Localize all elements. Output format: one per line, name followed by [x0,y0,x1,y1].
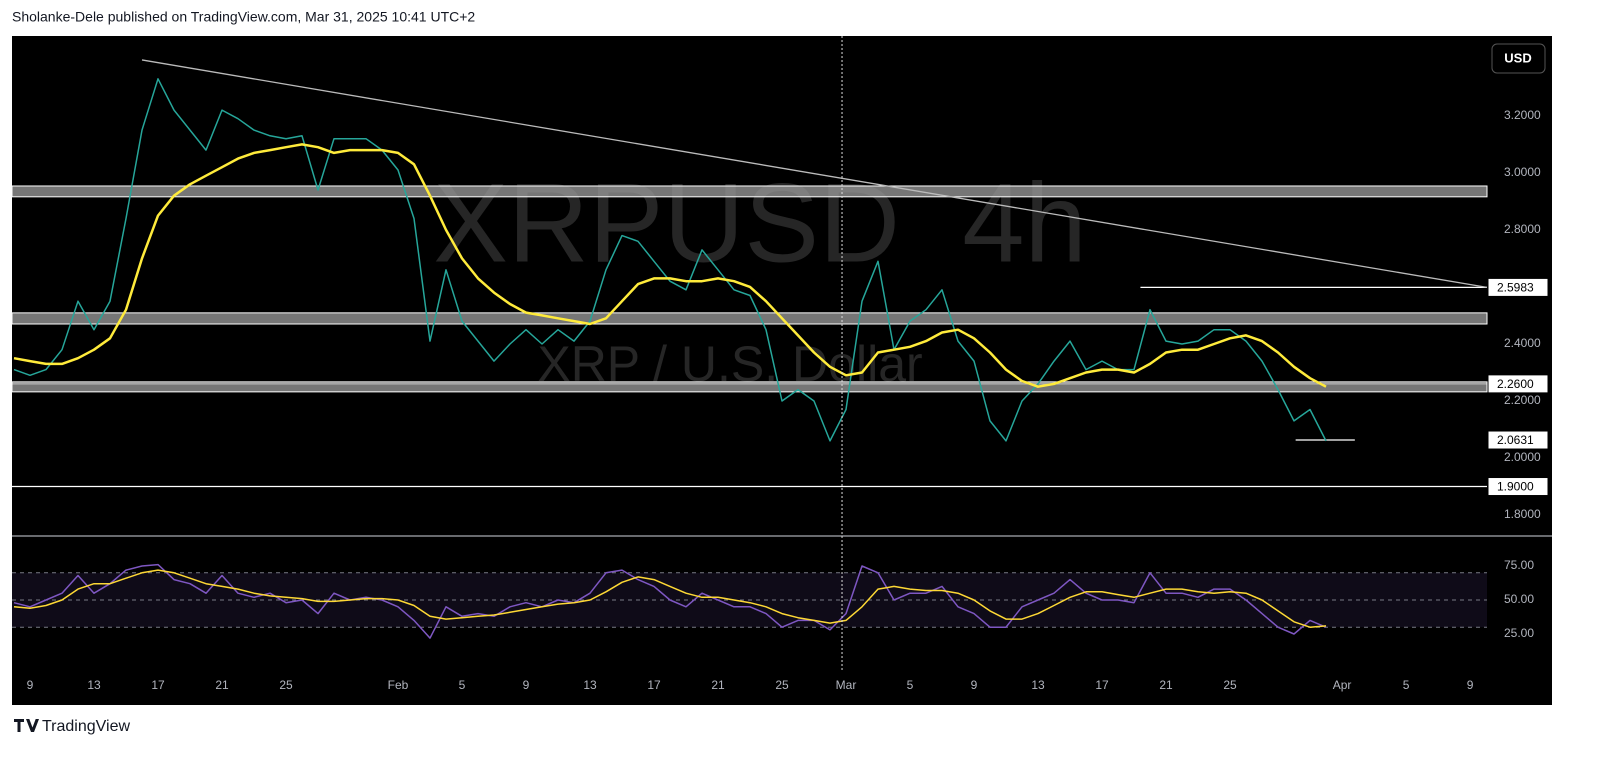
y-tick-label: 2.8000 [1504,222,1541,236]
x-tick-label: 9 [27,678,34,692]
level-label-box [1487,277,1549,297]
x-tick-label: 5 [459,678,466,692]
logo-icon [14,719,39,732]
x-tick-label: 17 [647,678,661,692]
x-tick-label: 9 [523,678,530,692]
x-tick-label: 25 [775,678,789,692]
level-label: 2.2600 [1497,377,1534,391]
x-tick-label: 13 [583,678,597,692]
level-label-box [1487,430,1549,450]
zone [11,312,1488,325]
logo: TradingView [14,718,130,735]
level-label-box [1487,374,1549,394]
x-tick-label: Apr [1333,678,1352,692]
currency-label: USD [1504,50,1531,65]
series-line [13,143,1327,388]
y-tick-label: 50.00 [1504,592,1534,606]
x-tick-label: 9 [1467,678,1474,692]
x-tick-label: 5 [1403,678,1410,692]
x-tick-label: Mar [836,678,857,692]
y-tick-label: 25.00 [1504,626,1534,640]
series-line [13,569,1327,628]
brand-text: TradingView [42,718,130,735]
y-tick-label: 75.00 [1504,558,1534,572]
x-tick-label: 17 [151,678,165,692]
x-tick-label: Feb [388,678,409,692]
series-line [13,78,1327,442]
y-tick-label: 3.2000 [1504,108,1541,122]
y-tick-label: 2.2000 [1504,393,1541,407]
zone [11,381,1488,393]
y-tick-label: 3.0000 [1504,165,1541,179]
x-tick-label: 5 [907,678,914,692]
x-tick-label: 17 [1095,678,1109,692]
x-tick-label: 25 [279,678,293,692]
x-tick-label: 21 [1159,678,1173,692]
x-tick-label: 25 [1223,678,1237,692]
zone [11,185,1488,198]
currency-button[interactable] [1491,43,1546,74]
x-tick-label: 13 [1031,678,1045,692]
x-tick-label: 9 [971,678,978,692]
level-label: 2.5983 [1497,281,1534,295]
level-label: 1.9000 [1497,480,1534,494]
trendline [141,59,1488,289]
x-tick-label: 21 [711,678,725,692]
y-tick-label: 2.4000 [1504,336,1541,350]
x-tick-label: 21 [215,678,229,692]
header-text: Sholanke-Dele published on TradingView.c… [12,9,475,25]
series-line [13,563,1327,639]
watermark: XRPUSD 4h [433,161,1087,286]
level-label-box [1487,477,1549,497]
x-tick-label: 13 [87,678,101,692]
y-tick-label: 1.8000 [1504,507,1541,521]
y-tick-label: 2.0000 [1504,450,1541,464]
level-label: 2.0631 [1497,433,1534,447]
